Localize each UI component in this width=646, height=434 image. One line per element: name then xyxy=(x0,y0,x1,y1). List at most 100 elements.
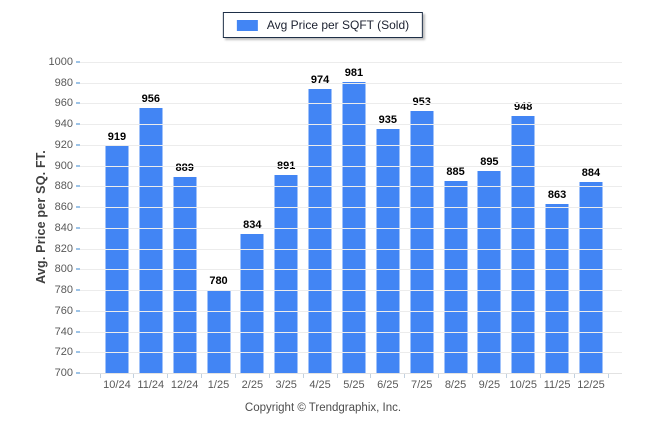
bar-group: 834 xyxy=(235,62,269,373)
bar xyxy=(207,290,230,373)
bar xyxy=(444,181,468,373)
gridline xyxy=(80,82,622,84)
x-axis-tick-label: 2/25 xyxy=(241,379,264,391)
bar-value-label: 834 xyxy=(243,219,262,232)
x-axis-tick-mark xyxy=(539,374,541,378)
gridline xyxy=(80,103,622,105)
x-axis-tick-label: 12/24 xyxy=(170,379,199,391)
bar-value-label: 885 xyxy=(446,166,465,179)
gridline xyxy=(80,124,622,126)
y-axis-tick-label: 920 xyxy=(54,138,73,151)
bar-group: 953 xyxy=(405,62,439,373)
bar-value-label: 863 xyxy=(547,189,567,202)
y-axis-tick-mark xyxy=(76,351,80,354)
bar-value-label: 884 xyxy=(581,167,601,180)
y-axis-tick-mark xyxy=(76,372,80,374)
bar xyxy=(308,88,332,373)
bar xyxy=(579,182,603,373)
y-axis-tick-label: 960 xyxy=(54,97,73,110)
y-axis-tick-mark xyxy=(76,330,80,333)
gridline xyxy=(80,352,622,354)
bar-group: 895 xyxy=(472,62,506,373)
y-axis-title: Avg. Price per SQ. FT. xyxy=(34,150,48,284)
y-axis-tick-mark xyxy=(76,309,80,312)
bar-group: 956 xyxy=(134,62,168,373)
x-axis-tick-label: 10/25 xyxy=(509,379,537,391)
x-axis-tick-label: 4/25 xyxy=(309,379,331,391)
bar-group: 981 xyxy=(337,62,371,373)
y-axis-tick-label: 980 xyxy=(54,76,73,89)
legend-color-swatch xyxy=(236,19,258,31)
x-axis-tick-label: 10/24 xyxy=(103,379,131,391)
bar-value-label: 956 xyxy=(141,92,160,105)
bar-group: 863 xyxy=(540,62,574,373)
x-axis-tick-label: 3/25 xyxy=(275,379,297,391)
gridline xyxy=(80,290,622,292)
y-axis-tick-mark xyxy=(76,81,80,84)
bar-value-label: 889 xyxy=(175,162,194,175)
y-axis-tick-mark xyxy=(76,102,80,105)
x-axis-tick-mark xyxy=(472,374,474,378)
x-axis-tick-mark xyxy=(302,374,304,378)
bar xyxy=(376,129,400,373)
y-axis-tick-label: 900 xyxy=(54,159,73,172)
bar-group: 889 xyxy=(168,62,202,373)
y-axis-tick-label: 800 xyxy=(54,263,73,276)
bar-value-label: 780 xyxy=(209,275,228,288)
x-axis-tick-mark xyxy=(370,374,372,378)
x-axis-ticks xyxy=(99,374,609,379)
bar-value-label: 981 xyxy=(344,66,364,79)
x-axis-tick-label: 8/25 xyxy=(444,379,467,391)
y-axis-tick-label: 1000 xyxy=(48,56,73,68)
x-axis-labels: 10/24 11/24 12/24 1/25 2/25 3/25 4/25 5/25 6/25 7… xyxy=(100,379,608,391)
bar-group: 891 xyxy=(269,62,303,373)
gridline xyxy=(80,227,622,229)
x-axis-tick-mark xyxy=(133,374,135,378)
x-axis-tick-mark xyxy=(99,374,101,378)
x-axis-tick-mark xyxy=(404,374,406,378)
y-axis-tick-mark xyxy=(76,206,80,209)
gridline xyxy=(80,144,622,146)
gridline xyxy=(80,269,622,271)
bar-group: 948 xyxy=(506,62,540,373)
y-axis-tick-label: 780 xyxy=(54,284,73,297)
gridline xyxy=(80,186,622,188)
bar xyxy=(240,234,264,373)
x-axis-tick-label: 11/24 xyxy=(137,379,165,391)
bar-group: 974 xyxy=(303,62,337,373)
y-axis-tick-mark xyxy=(76,123,80,126)
x-axis-tick-mark xyxy=(268,374,270,378)
gridline xyxy=(80,248,622,250)
x-axis-tick-mark xyxy=(201,374,203,378)
bar xyxy=(410,110,434,373)
y-axis-tick-label: 700 xyxy=(54,367,73,379)
y-axis-tick-mark xyxy=(76,143,80,146)
x-axis-tick-mark xyxy=(607,374,609,378)
bar xyxy=(274,175,298,373)
bar-value-label: 953 xyxy=(412,95,431,108)
x-axis-tick-label: 9/25 xyxy=(478,379,501,391)
copyright-text: Copyright © Trendgraphix, Inc. xyxy=(244,402,402,414)
y-axis-tick-label: 820 xyxy=(54,242,73,255)
x-axis-tick-mark xyxy=(336,374,338,378)
bar xyxy=(173,177,197,373)
gridline xyxy=(80,62,622,63)
y-axis-tick-label: 740 xyxy=(54,325,73,338)
x-axis-tick-label: 7/25 xyxy=(410,379,433,391)
y-axis-tick-mark xyxy=(76,247,80,250)
y-axis-tick-mark xyxy=(76,289,80,292)
x-axis-tick-mark xyxy=(234,374,236,378)
bar-value-label: 935 xyxy=(378,114,397,127)
bar-value-label: 895 xyxy=(480,155,499,168)
y-axis-tick-label: 760 xyxy=(54,304,73,317)
y-axis-tick-mark xyxy=(76,61,80,63)
bar-group: 885 xyxy=(439,62,473,373)
x-axis-tick-mark xyxy=(438,374,440,378)
bar-value-label: 974 xyxy=(310,73,330,86)
x-axis-tick-label: 6/25 xyxy=(377,379,399,391)
y-axis-tick-label: 860 xyxy=(54,201,73,214)
y-axis-tick-label: 720 xyxy=(54,346,73,359)
gridline xyxy=(80,165,622,167)
y-axis-tick-label: 880 xyxy=(54,180,73,193)
